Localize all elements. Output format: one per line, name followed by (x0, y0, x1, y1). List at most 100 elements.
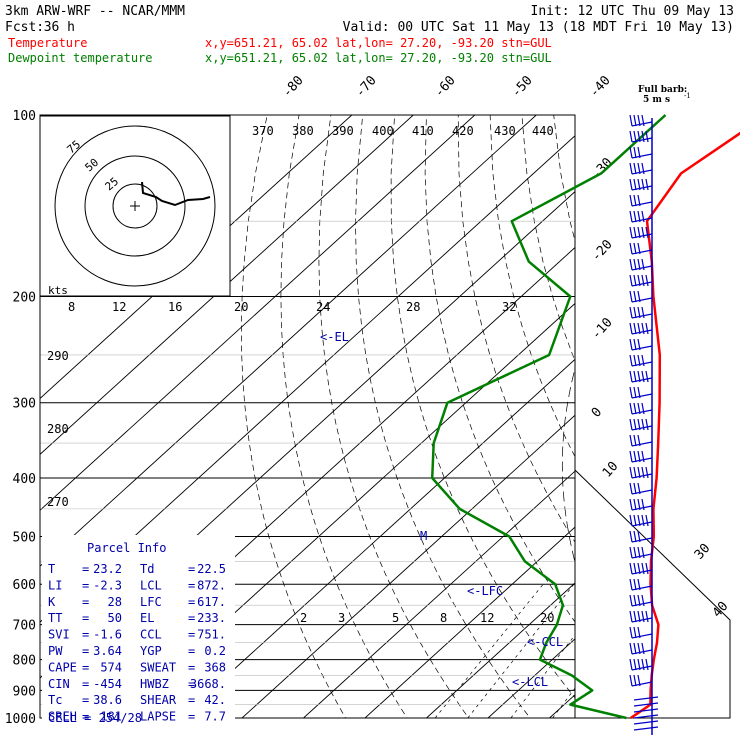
parcel-info-cell: = (82, 628, 89, 642)
theta-tick-label: 430 (494, 124, 516, 138)
isotherm-line (40, 115, 353, 400)
init-time: Init: 12 UTC Thu 09 May 13 (531, 4, 735, 19)
legend-dewpoint-info: x,y=651.21, 65.02 lat,lon= 27.20, -93.20… (205, 51, 552, 65)
legend-dewpoint: Dewpoint temperature (8, 51, 153, 65)
wind-barb (629, 290, 653, 303)
fcst-label: Fcst: (5, 20, 44, 35)
wind-barb (629, 274, 653, 287)
theta-tick-label: 400 (372, 124, 394, 138)
dry-adiabat-line (457, 115, 575, 543)
wind-barb (629, 498, 653, 511)
wind-barb (629, 162, 653, 175)
parcel-info-cell: = (82, 660, 89, 674)
pressure-tick-label: 100 (13, 109, 36, 124)
parcel-info-cell: Td (140, 562, 154, 576)
parcel-info-cell: = (82, 693, 89, 707)
wetbulb-tick-label: 28 (406, 300, 420, 314)
isotherm-line (180, 358, 575, 718)
wind-barb (629, 450, 653, 463)
wetbulb-tick-label: 16 (168, 300, 182, 314)
parcel-info-cell: -454 (93, 677, 122, 691)
parcel-info-cell: 38.6 (93, 693, 122, 707)
wind-barb (629, 562, 653, 575)
wind-barb (629, 418, 653, 431)
parcel-info-cell: = (82, 710, 89, 724)
hodograph-trace (141, 181, 211, 207)
level-m: M (420, 529, 427, 543)
model-title: 3km ARW-WRF -- NCAR/MMM (5, 4, 185, 19)
parcel-info-cell: 3668. (190, 677, 226, 691)
wind-barb (629, 658, 653, 671)
parcel-info-cell: TT (48, 611, 62, 625)
mixing-ratio-tick-label: 2 (300, 611, 307, 625)
parcel-info-cell: 42. (204, 693, 226, 707)
dewpoint-profile-line (430, 114, 667, 720)
valid-time: Valid: 00 UTC Sat 11 May 13 (18 MDT Fri … (343, 20, 734, 35)
dry-adiabat-line (280, 115, 408, 718)
parcel-cell: CELL = 254/28 (48, 711, 142, 725)
pressure-tick-label: 700 (13, 619, 36, 634)
mixing-ratio-tick-label: 3 (338, 611, 345, 625)
wind-barb (629, 626, 653, 639)
parcel-info-cell: = (188, 562, 195, 576)
parcel-info-cell: LAPSE (140, 710, 176, 724)
mixing-ratio-line (552, 687, 575, 718)
plot-frame (39, 114, 576, 719)
wetbulb-tick-label: 12 (112, 300, 126, 314)
hodo-units: kts (48, 284, 68, 297)
wind-barb (629, 514, 653, 527)
parcel-info-cell: YGP (140, 644, 162, 658)
parcel-info-cell: = (188, 578, 195, 592)
wetbulb-tick-label: 24 (316, 300, 330, 314)
parcel-info-cell: 617. (197, 595, 226, 609)
level-lcl: <-LCL (512, 675, 548, 689)
wind-barb (629, 322, 653, 335)
parcel-info-cell: HWBZ (140, 677, 169, 691)
parcel-info-cell: T (48, 562, 55, 576)
parcel-info-cell: LCL (140, 578, 162, 592)
mixing-ratio-tick-label: 8 (440, 611, 447, 625)
wind-barb (629, 242, 653, 255)
parcel-info-cell: CCL (140, 628, 162, 642)
wind-barb (629, 402, 653, 415)
parcel-info-cell: -1.6 (93, 628, 122, 642)
parcel-info-cell: 7.7 (204, 710, 226, 724)
mixing-ratio-tick-label: 12 (480, 611, 494, 625)
wind-barb (629, 194, 653, 207)
parcel-info-cell: EL (140, 611, 154, 625)
parcel-info-cell: = (188, 677, 195, 691)
barb-scale-line2: 5 m s (643, 95, 670, 105)
mixing-ratio-line (434, 583, 544, 718)
isotherm-line (241, 414, 575, 718)
dry-adiabat-line (355, 115, 531, 718)
wind-barb (629, 610, 653, 623)
pressure-tick-label: 900 (13, 684, 36, 699)
parcel-info-cell: = (82, 578, 89, 592)
parcel-info-box (42, 535, 235, 728)
level-lfc: <-LFC (467, 584, 503, 598)
wind-barbs (629, 114, 659, 735)
parcel-info-cell: Tc (48, 693, 62, 707)
mixing-ratio-tick-label: 5 (392, 611, 399, 625)
pressure-tick-label: 500 (13, 530, 36, 545)
wetbulb-tick-label: 32 (502, 300, 516, 314)
wind-barb (629, 594, 653, 607)
parcel-info-cell: = (188, 595, 195, 609)
theta-tick-label: 410 (412, 124, 434, 138)
pressure-tick-label: 600 (13, 578, 36, 593)
parcel-info-cell: 50 (108, 611, 122, 625)
theta-tick-label: 270 (47, 495, 69, 509)
level-ccl: <-CCL (527, 635, 563, 649)
parcel-info-cell: = (82, 562, 89, 576)
parcel-info-cell: = (188, 628, 195, 642)
wind-barb (629, 178, 653, 191)
wind-barb (629, 546, 653, 559)
parcel-info-cell: 574 (100, 660, 122, 674)
isotherm-line (303, 470, 575, 718)
parcel-info-cell: 872. (197, 578, 226, 592)
mixing-ratio-line (467, 583, 575, 718)
legend-temperature: Temperature (8, 36, 87, 50)
parcel-info-cell: 3.64 (93, 644, 122, 658)
parcel-info-cell: PW (48, 644, 63, 658)
wind-barb (629, 674, 653, 687)
